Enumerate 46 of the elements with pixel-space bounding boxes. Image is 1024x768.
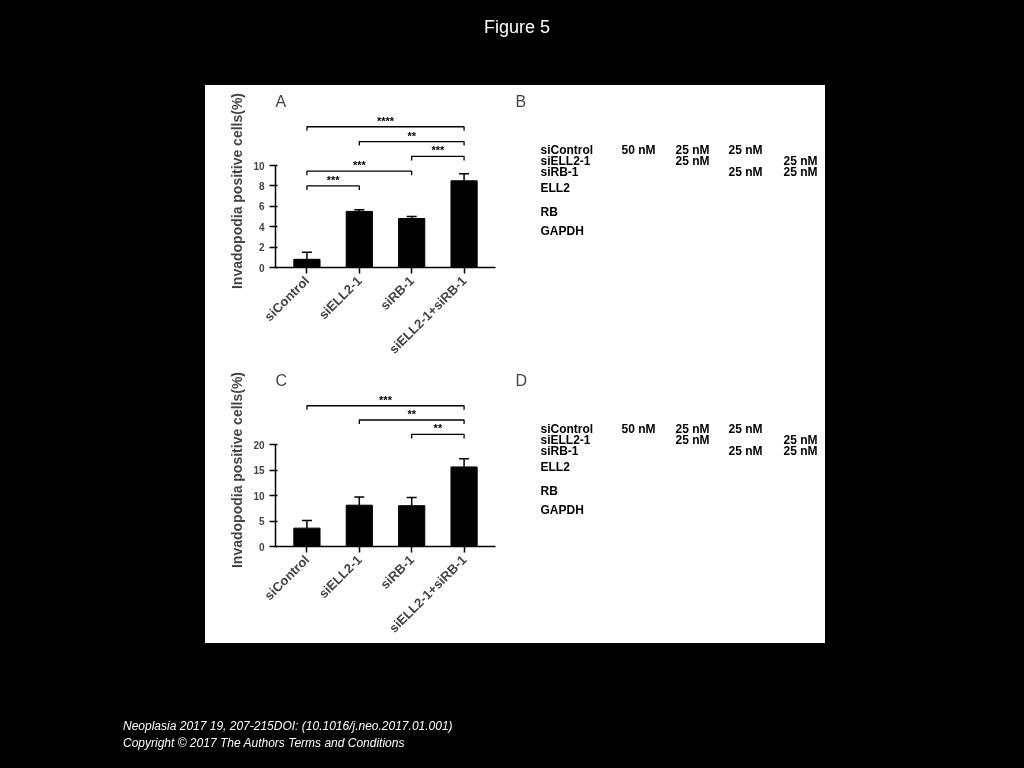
text: D xyxy=(515,371,528,389)
chart-title: A xyxy=(275,92,287,110)
text: ELL2 xyxy=(540,181,571,196)
y-axis-title: Invadopodia positive cells(%) xyxy=(229,92,246,290)
text: RB xyxy=(540,483,559,498)
text: 25 nM xyxy=(728,143,763,158)
y-tick-label: 2 xyxy=(258,242,265,254)
text: ** xyxy=(407,129,417,142)
text: 50 nM xyxy=(621,143,656,158)
text: siRB-1 xyxy=(540,444,579,459)
text: **** xyxy=(376,114,395,127)
annotation: *** xyxy=(352,159,367,172)
text: ELL2 xyxy=(540,460,571,475)
text: Copyright © 2017 The Authors Terms and Conditions xyxy=(123,736,405,750)
y-tick-label: 5 xyxy=(258,516,265,527)
text: 25 nM xyxy=(675,433,710,448)
text: *** xyxy=(431,144,446,157)
text: Figure 5 xyxy=(483,16,551,39)
text: 25 nM xyxy=(728,444,763,459)
text: 25 nM xyxy=(728,422,763,437)
y-axis-title: Invadopodia positive cells(%) xyxy=(229,371,246,569)
text: 50 nM xyxy=(621,422,656,437)
text: siRB-1 xyxy=(540,165,579,180)
chart-title: C xyxy=(275,371,288,389)
y-tick-label: 4 xyxy=(258,221,265,233)
text: Neoplasia 2017 19, 207-215DOI: (10.1016/j.neo.2017.01.001) xyxy=(123,719,453,733)
text: 25 nM xyxy=(783,165,818,180)
annotation: *** xyxy=(326,173,341,186)
text: ** xyxy=(407,408,417,421)
text: B xyxy=(515,92,527,110)
text: GAPDH xyxy=(540,503,584,518)
text: 25 nM xyxy=(675,154,710,169)
y-tick-label: 10 xyxy=(253,160,265,172)
text: 25 nM xyxy=(728,165,763,180)
text: *** xyxy=(379,393,393,406)
y-tick-label: 10 xyxy=(253,490,265,502)
y-tick-label: 6 xyxy=(258,201,265,213)
text: ** xyxy=(433,422,443,435)
y-tick-label: 0 xyxy=(258,541,265,553)
y-tick-label: 0 xyxy=(258,262,265,274)
y-tick-label: 15 xyxy=(253,465,265,476)
y-tick-label: 20 xyxy=(253,439,265,451)
text: RB xyxy=(540,204,559,219)
y-tick-label: 8 xyxy=(258,180,265,192)
text: GAPDH xyxy=(540,224,584,239)
text: 25 nM xyxy=(783,444,818,459)
